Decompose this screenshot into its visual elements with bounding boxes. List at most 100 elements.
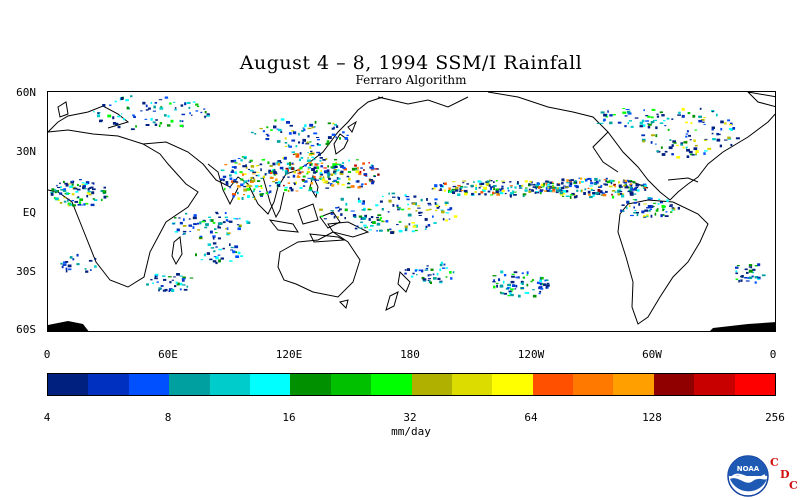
- rain-cell: [450, 277, 453, 280]
- rain-cell: [660, 214, 663, 218]
- rain-cell: [571, 192, 575, 196]
- rain-cell: [671, 118, 674, 120]
- rain-cell: [59, 201, 63, 204]
- rain-cell: [744, 268, 748, 271]
- rain-cell: [318, 178, 323, 180]
- rain-cell: [376, 216, 379, 219]
- rain-cell: [232, 180, 237, 183]
- rain-cell: [596, 122, 600, 124]
- rain-cell: [617, 190, 621, 193]
- rain-cell: [317, 144, 321, 146]
- rain-cell: [337, 216, 339, 219]
- rain-cell: [686, 155, 690, 158]
- rain-cell: [159, 107, 164, 110]
- rain-cell: [360, 167, 363, 169]
- rain-cell: [413, 195, 417, 198]
- rain-cell: [549, 189, 553, 193]
- rain-cell: [754, 276, 759, 279]
- rain-cell: [303, 164, 307, 167]
- rain-cell: [392, 196, 396, 198]
- rain-cell: [495, 190, 499, 194]
- rain-cell: [231, 180, 235, 183]
- rain-cell: [260, 187, 263, 189]
- rain-cell: [740, 279, 743, 282]
- rain-cell: [647, 205, 652, 208]
- rain-cell: [330, 210, 334, 212]
- rain-cell: [673, 142, 677, 144]
- legend-swatch-17: [734, 374, 776, 395]
- rain-cell: [565, 195, 570, 197]
- rain-cell: [230, 171, 235, 173]
- rain-cell: [367, 208, 371, 210]
- rain-cell: [361, 183, 364, 186]
- rain-cell: [407, 203, 410, 206]
- rain-cell: [396, 206, 399, 209]
- rain-cell: [390, 231, 395, 234]
- rain-cell: [498, 190, 501, 192]
- rain-cell: [687, 112, 691, 115]
- rain-cell: [633, 201, 637, 204]
- rain-cell: [530, 184, 535, 186]
- rain-cell: [262, 130, 266, 133]
- rain-cell: [735, 266, 739, 269]
- rain-cell: [648, 209, 651, 212]
- rain-cell: [649, 208, 652, 210]
- rain-cell: [234, 245, 239, 249]
- rain-cell: [640, 184, 644, 186]
- rain-cell: [247, 195, 250, 198]
- rain-cell: [735, 272, 738, 275]
- rain-cell: [415, 210, 418, 212]
- rain-cell: [158, 99, 163, 101]
- rain-cell: [496, 192, 500, 196]
- rain-cell: [630, 188, 633, 191]
- rain-cell: [464, 192, 468, 196]
- rain-cell: [453, 215, 458, 218]
- rain-cell: [515, 276, 519, 279]
- rain-cell: [698, 119, 703, 123]
- rain-cell: [445, 212, 450, 214]
- rain-cell: [204, 111, 207, 114]
- rain-cell: [543, 183, 545, 186]
- rain-cell: [340, 165, 344, 168]
- rain-cell: [650, 205, 654, 208]
- rain-cell: [650, 141, 653, 144]
- rain-cell: [337, 182, 340, 185]
- rain-cell: [215, 211, 218, 214]
- rain-cell: [556, 183, 561, 186]
- rain-cell: [223, 187, 226, 191]
- rain-cell: [398, 197, 400, 200]
- rain-cell: [573, 195, 577, 199]
- rain-cell: [91, 182, 95, 184]
- rain-cell: [448, 218, 451, 220]
- rain-cell: [441, 210, 445, 214]
- rain-cell: [587, 190, 591, 194]
- rain-cell: [552, 187, 555, 189]
- rain-cell: [260, 177, 263, 179]
- rain-cell: [452, 191, 456, 194]
- rain-cell: [411, 230, 415, 233]
- rain-cell: [69, 256, 73, 259]
- rain-cell: [186, 102, 190, 104]
- rain-cell: [280, 118, 285, 121]
- rain-cell: [605, 190, 608, 193]
- rain-cell: [647, 123, 652, 126]
- credit-letter-d: D: [780, 468, 790, 481]
- rain-cell: [204, 226, 208, 229]
- rain-cell: [662, 208, 664, 212]
- rain-cell: [704, 150, 708, 152]
- rain-cell: [272, 162, 276, 166]
- rain-cell: [246, 188, 251, 191]
- rain-cell: [226, 227, 229, 231]
- rain-cell: [627, 122, 630, 125]
- rain-cell: [602, 193, 607, 197]
- rain-cell: [377, 173, 380, 176]
- rain-cell: [358, 227, 363, 229]
- rain-cell: [229, 177, 233, 180]
- rain-cell: [610, 181, 613, 185]
- rain-cell: [315, 179, 320, 181]
- rain-cell: [562, 190, 567, 193]
- rain-cell: [528, 183, 531, 185]
- rain-cell: [596, 180, 599, 184]
- rain-cell: [68, 183, 71, 185]
- rain-cell: [547, 186, 550, 189]
